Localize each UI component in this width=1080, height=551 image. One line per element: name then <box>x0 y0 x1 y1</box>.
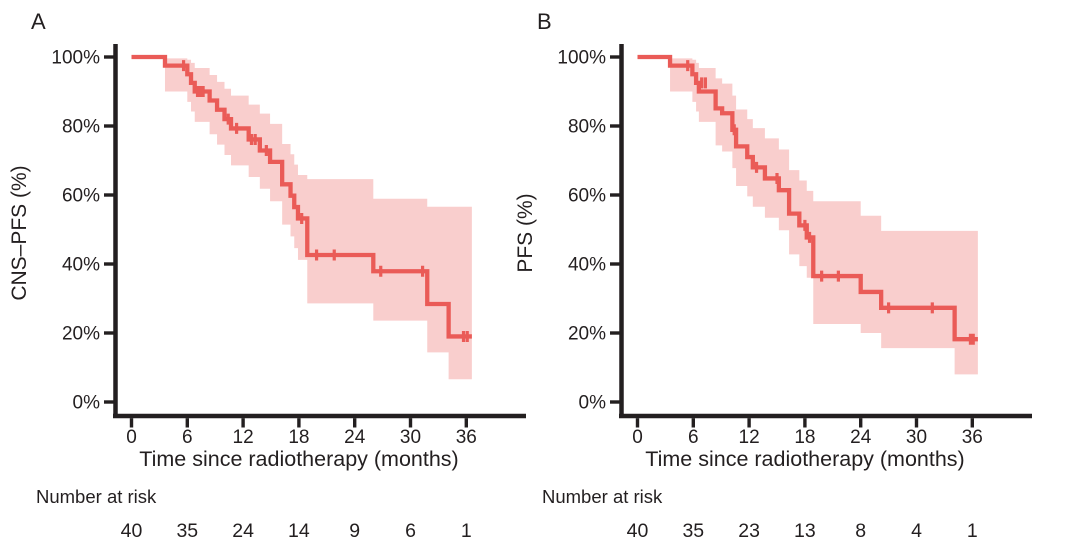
number-at-risk-value: 4 <box>911 520 922 542</box>
number-at-risk-value: 24 <box>232 520 254 542</box>
confidence-band <box>670 58 978 375</box>
x-tick-label: 24 <box>850 427 872 448</box>
y-tick-label: 40% <box>568 255 606 276</box>
panel-b-number-at-risk-label: Number at risk <box>542 486 663 507</box>
x-tick-label: 30 <box>906 427 927 448</box>
panel-a-letter: A <box>31 9 46 34</box>
censor-marks <box>181 60 469 342</box>
x-tick-label: 0 <box>126 427 137 448</box>
y-tick-label: 0% <box>73 393 101 414</box>
y-tick-label: 0% <box>579 393 607 414</box>
number-at-risk-value: 40 <box>627 520 649 542</box>
censor-marks <box>686 60 975 345</box>
x-tick-label: 36 <box>962 427 983 448</box>
y-tick-label: 60% <box>568 186 606 207</box>
y-tick-label: 100% <box>51 48 100 69</box>
panel-b-y-axis-title: PFS (%) <box>514 193 537 273</box>
panel-a: 100% 80% 60% 40% 20% 0% 0 40 6 35 12 24 18 14 24 9 30 6 36… <box>8 9 526 542</box>
y-tick-label: 60% <box>62 186 100 207</box>
x-tick-label: 30 <box>400 427 421 448</box>
x-tick-label: 24 <box>344 427 366 448</box>
number-at-risk-value: 14 <box>288 520 310 542</box>
x-tick-label: 36 <box>456 427 477 448</box>
km-step-curve <box>131 54 472 339</box>
number-at-risk-value: 40 <box>121 520 143 542</box>
panel-a-y-axis-title: CNS–PFS (%) <box>8 165 31 301</box>
number-at-risk-value: 9 <box>349 520 360 542</box>
y-tick-label: 100% <box>557 48 606 69</box>
panel-a-number-at-risk-label: Number at risk <box>36 486 157 507</box>
panel-a-plot: 100% 80% 60% 40% 20% 0% 0 40 6 35 12 24 18 14 24 9 30 6 36… <box>51 44 526 542</box>
x-tick-label: 18 <box>794 427 815 448</box>
number-at-risk-value: 1 <box>461 520 472 542</box>
number-at-risk-value: 23 <box>738 520 760 542</box>
panel-b-x-axis-title: Time since radiotherapy (months) <box>645 447 965 471</box>
x-tick-label: 12 <box>739 427 760 448</box>
y-tick-label: 80% <box>62 117 100 138</box>
number-at-risk-value: 1 <box>967 520 978 542</box>
number-at-risk-value: 6 <box>405 520 416 542</box>
y-tick-label: 80% <box>568 117 606 138</box>
x-tick-label: 6 <box>688 427 699 448</box>
x-tick-label: 0 <box>632 427 643 448</box>
y-tick-label: 40% <box>62 255 100 276</box>
y-tick-label: 20% <box>62 324 100 345</box>
confidence-band <box>164 58 472 380</box>
panel-b: 100% 80% 60% 40% 20% 0% 0 40 6 35 12 23 18 13 24 8 30 4 36… <box>506 0 1080 551</box>
number-at-risk-value: 8 <box>855 520 866 542</box>
number-at-risk-value: 35 <box>682 520 704 542</box>
x-tick-label: 18 <box>288 427 309 448</box>
number-at-risk-value: 35 <box>176 520 198 542</box>
panel-b-letter: B <box>537 9 552 34</box>
y-tick-label: 20% <box>568 324 606 345</box>
x-tick-label: 12 <box>233 427 254 448</box>
x-tick-label: 6 <box>182 427 193 448</box>
panel-b-plot: 100% 80% 60% 40% 20% 0% 0 40 6 35 12 23 18 13 24 8 30 4 36… <box>557 44 1032 542</box>
panel-a-x-axis-title: Time since radiotherapy (months) <box>139 447 459 471</box>
number-at-risk-value: 13 <box>794 520 816 542</box>
